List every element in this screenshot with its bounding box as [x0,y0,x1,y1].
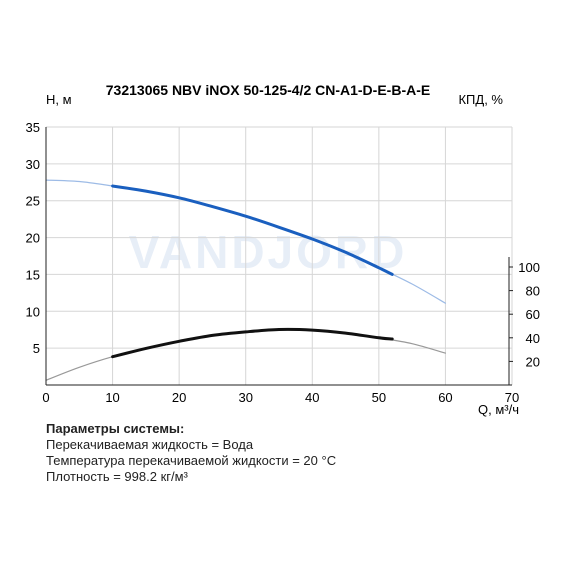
chart-title: 73213065 NBV iNOX 50-125-4/2 CN-A1-D-E-B… [106,82,430,98]
params-line-temperature: Температура перекачиваемой жидкости = 20… [46,453,337,468]
params-heading: Параметры системы: [46,421,185,436]
y-right-tick-label: 100 [518,260,540,275]
x-tick-label: 60 [438,390,452,405]
watermark: VANDJORD [129,226,408,278]
x-tick-label: 0 [42,390,49,405]
efficiency-curve-working [111,327,394,359]
y-tick-label: 20 [26,231,40,246]
series-lines [45,179,446,381]
y-tick-label: 5 [33,341,40,356]
x-tick-label: 30 [238,390,252,405]
y-right-tick-label: 20 [526,354,540,369]
y-tick-label: 15 [26,267,40,282]
x-tick-label: 20 [172,390,186,405]
grid [46,126,513,385]
params-line-liquid: Перекачиваемая жидкость = Вода [46,437,254,452]
system-parameters: Параметры системы: Перекачиваемая жидкос… [46,421,336,485]
x-axis-label: Q, м³/ч [478,402,519,417]
y-right-tick-label: 40 [526,331,540,346]
y-tick-label: 30 [26,157,40,172]
y-tick-label: 35 [26,120,40,135]
y-tick-label: 10 [26,304,40,319]
x-tick-label: 50 [372,390,386,405]
y-right-tick-label: 80 [526,284,540,299]
y-axis-label: Н, м [46,92,72,107]
axes: 0 10 20 30 40 50 60 70 5 10 15 20 25 30 35 20 40 60 80 100 [26,120,540,405]
y-right-tick-label: 60 [526,307,540,322]
x-tick-label: 10 [105,390,119,405]
head-curve-working [111,184,394,276]
y-right-axis-label: КПД, % [458,92,503,107]
x-tick-label: 70 [505,390,519,405]
params-line-density: Плотность = 998.2 кг/м³ [46,469,188,484]
x-tick-label: 40 [305,390,319,405]
y-tick-label: 25 [26,194,40,209]
